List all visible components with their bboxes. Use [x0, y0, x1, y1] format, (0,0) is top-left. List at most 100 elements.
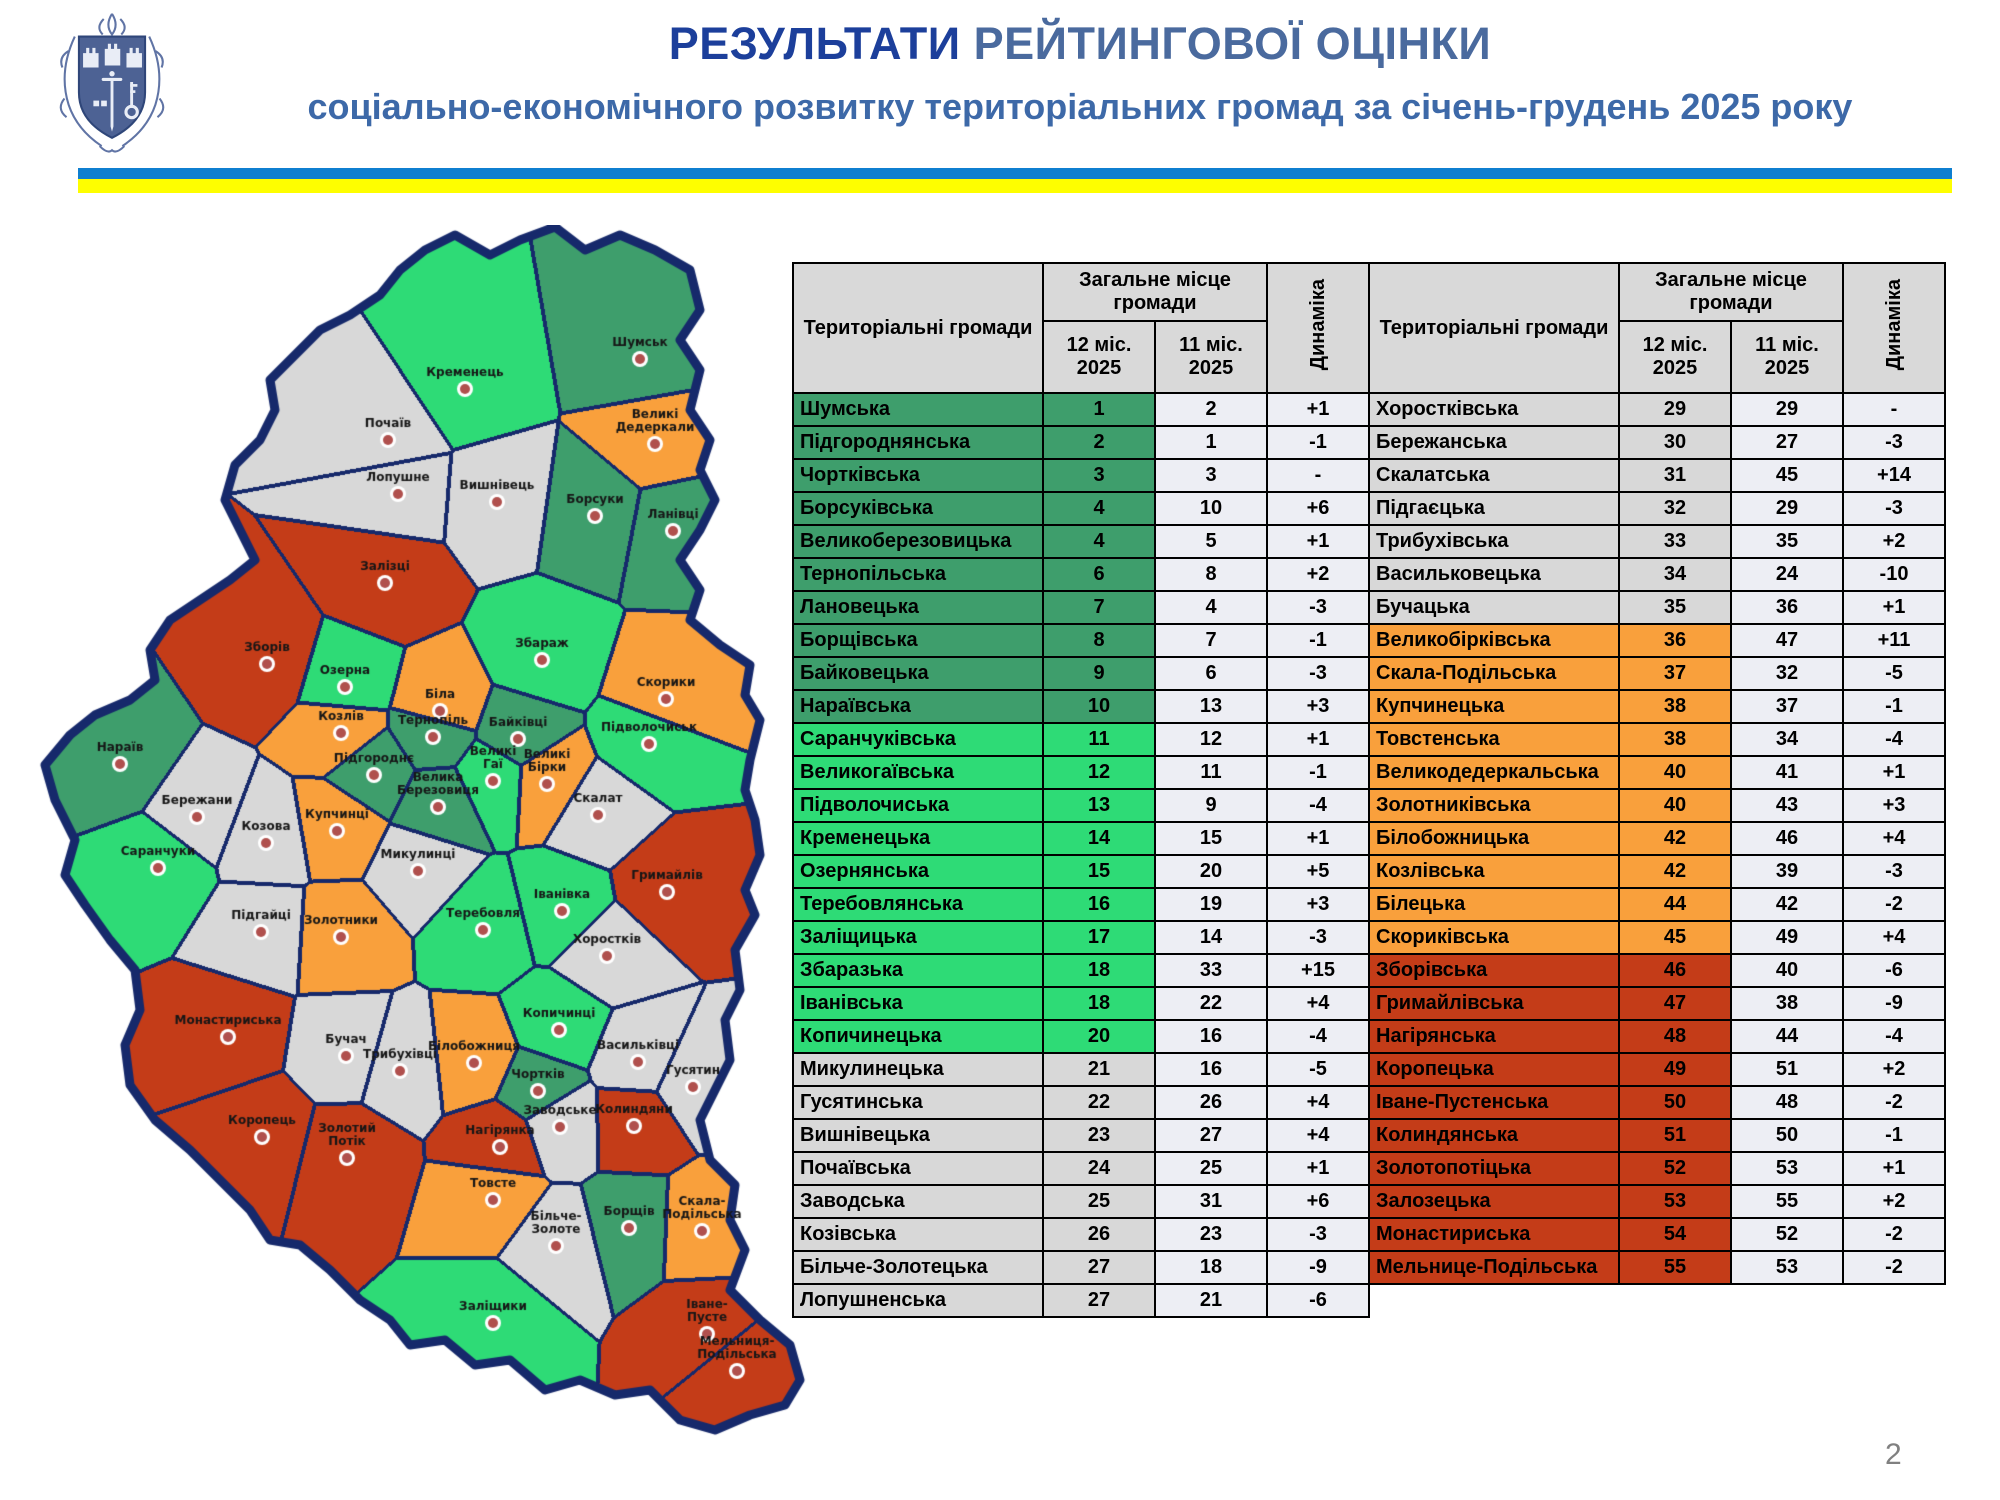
- dynamics-cell: -3: [1266, 656, 1370, 691]
- dynamics-cell: -1: [1266, 425, 1370, 460]
- dynamics-cell: +2: [1842, 1184, 1946, 1219]
- dynamics-cell: -3: [1266, 1217, 1370, 1252]
- page-subtitle: соціально-економічного розвитку територі…: [307, 86, 1853, 127]
- table-row: Озернянська 15 20 +5: [792, 854, 1370, 889]
- dynamics-cell: +4: [1842, 821, 1946, 856]
- place-11-cell: 26: [1154, 1085, 1268, 1120]
- community-name-cell: Саранчуківська: [792, 722, 1044, 757]
- flag-stripe-yellow: [78, 179, 1952, 193]
- dynamics-cell: -4: [1842, 1019, 1946, 1054]
- logo-ornament: [59, 13, 165, 153]
- dynamics-cell: -9: [1842, 986, 1946, 1021]
- dynamics-cell: -1: [1842, 1118, 1946, 1153]
- place-11-cell: 37: [1730, 689, 1844, 724]
- table-row: Гусятинська 22 26 +4: [792, 1085, 1370, 1120]
- community-name-cell: Лановецька: [792, 590, 1044, 625]
- table-row: Іванівська 18 22 +4: [792, 986, 1370, 1021]
- community-name-cell: Підгаєцька: [1368, 491, 1620, 526]
- dynamics-cell: +2: [1842, 1052, 1946, 1087]
- community-name-cell: Кременецька: [792, 821, 1044, 856]
- place-12-cell: 4: [1042, 491, 1156, 526]
- community-name-cell: Підволочиська: [792, 788, 1044, 823]
- dynamics-cell: +1: [1266, 524, 1370, 559]
- community-name-cell: Нагірянська: [1368, 1019, 1620, 1054]
- place-11-cell: 23: [1154, 1217, 1268, 1252]
- place-11-cell: 16: [1154, 1052, 1268, 1087]
- place-11-cell: 38: [1730, 986, 1844, 1021]
- table-row: Золотниківська 40 43 +3: [1368, 788, 1946, 823]
- place-12-cell: 46: [1618, 953, 1732, 988]
- page-title-primary: РЕЗУЛЬТАТИ: [668, 18, 961, 69]
- dynamics-cell: +2: [1266, 557, 1370, 592]
- table-row: Більче-Золотецька 27 18 -9: [792, 1250, 1370, 1285]
- dynamics-cell: -4: [1266, 788, 1370, 823]
- dynamics-cell: +3: [1266, 887, 1370, 922]
- place-12-cell: 36: [1618, 623, 1732, 658]
- dynamics-cell: +1: [1842, 755, 1946, 790]
- table-row: Монастириська 54 52 -2: [1368, 1217, 1946, 1252]
- table-row: Підгороднянська 2 1 -1: [792, 425, 1370, 460]
- column-header-12m: 12 міс. 2025: [1618, 320, 1732, 394]
- place-12-cell: 53: [1618, 1184, 1732, 1219]
- community-name-cell: Залозецька: [1368, 1184, 1620, 1219]
- place-11-cell: 42: [1730, 887, 1844, 922]
- table-row: Білобожницька 42 46 +4: [1368, 821, 1946, 856]
- table-row: Великодедеркальська 40 41 +1: [1368, 755, 1946, 790]
- community-name-cell: Коропецька: [1368, 1052, 1620, 1087]
- dynamics-cell: +3: [1266, 689, 1370, 724]
- table-row: Іване-Пустенська 50 48 -2: [1368, 1085, 1946, 1120]
- table-row: Скориківська 45 49 +4: [1368, 920, 1946, 955]
- community-name-cell: Козівська: [792, 1217, 1044, 1252]
- dynamics-cell: +1: [1842, 590, 1946, 625]
- place-11-cell: 55: [1730, 1184, 1844, 1219]
- place-12-cell: 7: [1042, 590, 1156, 625]
- place-11-cell: 53: [1730, 1151, 1844, 1186]
- community-name-cell: Скориківська: [1368, 920, 1620, 955]
- oblast-choropleth-map: [35, 225, 825, 1455]
- dynamics-cell: -4: [1842, 722, 1946, 757]
- place-12-cell: 54: [1618, 1217, 1732, 1252]
- table-row: Почаївська 24 25 +1: [792, 1151, 1370, 1186]
- place-11-cell: 12: [1154, 722, 1268, 757]
- community-name-cell: Великобірківська: [1368, 623, 1620, 658]
- dynamics-cell: -3: [1266, 920, 1370, 955]
- place-12-cell: 18: [1042, 986, 1156, 1021]
- place-11-cell: 18: [1154, 1250, 1268, 1285]
- table-row: Микулинецька 21 16 -5: [792, 1052, 1370, 1087]
- community-name-cell: Золотниківська: [1368, 788, 1620, 823]
- place-11-cell: 21: [1154, 1283, 1268, 1318]
- place-12-cell: 55: [1618, 1250, 1732, 1285]
- place-11-cell: 35: [1730, 524, 1844, 559]
- place-11-cell: 49: [1730, 920, 1844, 955]
- community-name-cell: Копичинецька: [792, 1019, 1044, 1054]
- table-row: Чортківська 3 3-: [792, 458, 1370, 493]
- table-row: Шумська 1 2 +1: [792, 392, 1370, 427]
- column-header-12m: 12 міс. 2025: [1042, 320, 1156, 394]
- table-row: Бережанська 30 27 -3: [1368, 425, 1946, 460]
- place-11-cell: 45: [1730, 458, 1844, 493]
- table-row: Тернопільська 6 8 +2: [792, 557, 1370, 592]
- column-header-dynamics: Динаміка: [1842, 262, 1946, 394]
- place-12-cell: 27: [1042, 1283, 1156, 1318]
- place-12-cell: 2: [1042, 425, 1156, 460]
- dynamics-cell: -3: [1842, 425, 1946, 460]
- community-name-cell: Великоберезовицька: [792, 524, 1044, 559]
- table-row: Нараївська 10 13 +3: [792, 689, 1370, 724]
- dynamics-cell: -2: [1842, 1250, 1946, 1285]
- table-row: Білецька 44 42 -2: [1368, 887, 1946, 922]
- rating-table-left: Територіальні громади Загальне місце гро…: [792, 262, 1370, 1318]
- place-11-cell: 33: [1154, 953, 1268, 988]
- column-header-communities: Територіальні громади: [1368, 262, 1620, 394]
- community-name-cell: Більче-Золотецька: [792, 1250, 1044, 1285]
- community-name-cell: Почаївська: [792, 1151, 1044, 1186]
- place-12-cell: 18: [1042, 953, 1156, 988]
- table-row: Колиндянська 51 50 -1: [1368, 1118, 1946, 1153]
- community-name-cell: Шумська: [792, 392, 1044, 427]
- place-11-cell: 7: [1154, 623, 1268, 658]
- column-header-overall-place: Загальне місце громади: [1618, 262, 1844, 322]
- table-row: Підволочиська 13 9 -4: [792, 788, 1370, 823]
- column-header-overall-place: Загальне місце громади: [1042, 262, 1268, 322]
- place-11-cell: 53: [1730, 1250, 1844, 1285]
- community-name-cell: Чортківська: [792, 458, 1044, 493]
- community-name-cell: Нараївська: [792, 689, 1044, 724]
